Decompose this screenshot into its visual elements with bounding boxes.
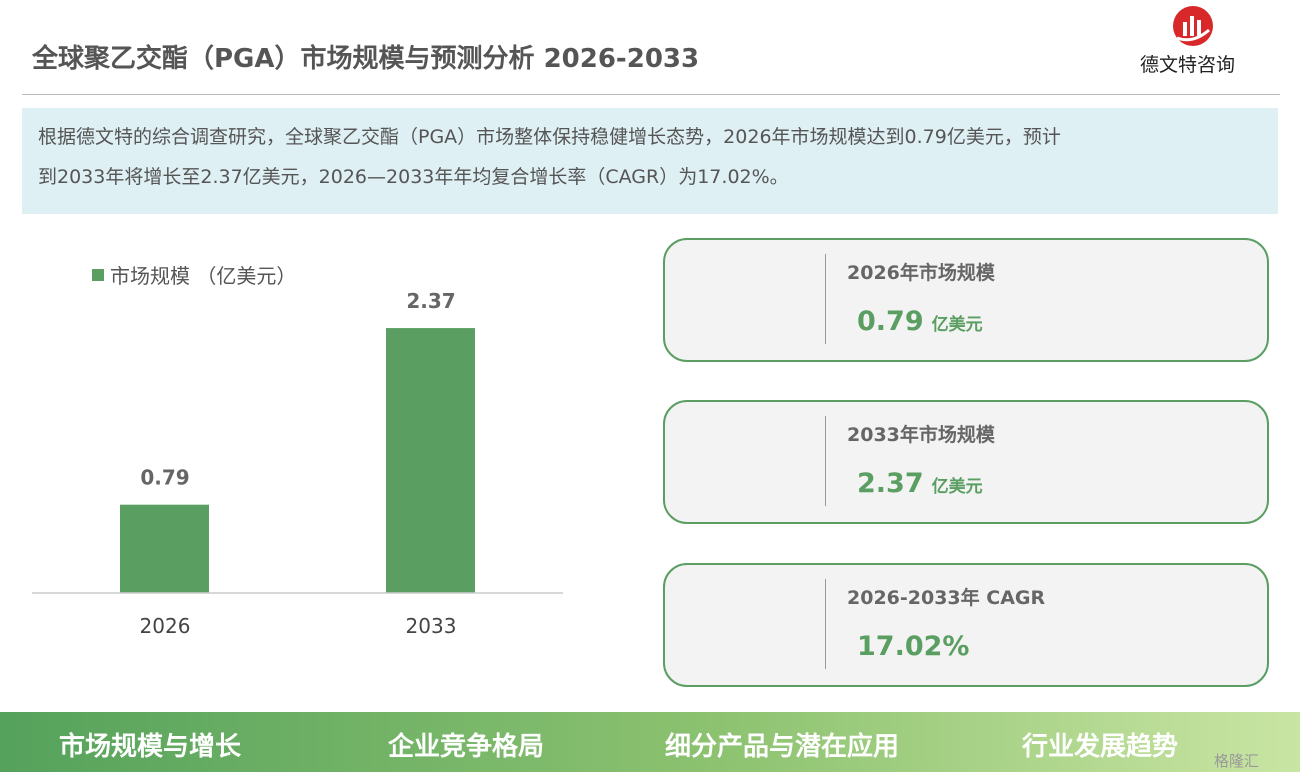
card-number: 17.02% [857, 631, 970, 662]
x-tick-label: 2033 [406, 614, 457, 638]
watermark: 格隆汇 [1214, 752, 1260, 770]
logo-icon [1173, 6, 1213, 46]
legend-swatch [92, 269, 104, 281]
card-unit: 亿美元 [931, 477, 983, 497]
value-label: 2.37 [406, 289, 455, 313]
card-divider [825, 254, 826, 344]
stat-card: 2026年市场规模 0.79 亿美元 [663, 238, 1269, 362]
card-number: 0.79 [857, 306, 924, 337]
divider [22, 94, 1280, 95]
footer-tab: 市场规模与增长 [58, 732, 242, 762]
summary-line: 到2033年将增长至2.37亿美元，2026—2033年年均复合增长率（CAGR… [38, 166, 789, 188]
card-value: 2.37 亿美元 [857, 468, 983, 499]
card-value: 0.79 亿美元 [857, 306, 983, 337]
value-label: 0.79 [140, 466, 189, 490]
card-title: 2033年市场规模 [847, 424, 995, 446]
card-divider [825, 579, 826, 669]
legend-label: 市场规模 （亿美元） [110, 264, 296, 288]
bar [120, 504, 209, 593]
summary-box: 根据德文特的综合调查研究，全球聚乙交酯（PGA）市场整体保持稳健增长态势，202… [22, 108, 1278, 214]
card-number: 2.37 [857, 468, 924, 499]
card-divider [825, 416, 826, 506]
footer-bar: 市场规模与增长 企业竞争格局 细分产品与潜在应用 行业发展趋势 [0, 712, 1300, 772]
bar [386, 328, 475, 593]
chart: 市场规模 （亿美元） 0.79 2026 2.37 2033 [32, 264, 563, 638]
card-value: 17.02% [857, 631, 969, 662]
footer-tab: 行业发展趋势 [1021, 732, 1179, 762]
card-title: 2026-2033年 CAGR [847, 587, 1046, 609]
logo-text: 德文特咨询 [1140, 54, 1236, 76]
stat-card: 2026-2033年 CAGR 17.02% [663, 563, 1269, 687]
title: 全球聚乙交酯（PGA）市场规模与预测分析 2026-2033 [32, 44, 700, 74]
card-title: 2026年市场规模 [847, 262, 995, 284]
footer-tab: 细分产品与潜在应用 [664, 732, 900, 762]
card-unit: 亿美元 [931, 315, 983, 335]
stat-card: 2033年市场规模 2.37 亿美元 [663, 400, 1269, 524]
x-tick-label: 2026 [140, 614, 191, 638]
footer-tab: 企业竞争格局 [387, 732, 545, 762]
summary-line: 根据德文特的综合调查研究，全球聚乙交酯（PGA）市场整体保持稳健增长态势，202… [38, 126, 1061, 148]
